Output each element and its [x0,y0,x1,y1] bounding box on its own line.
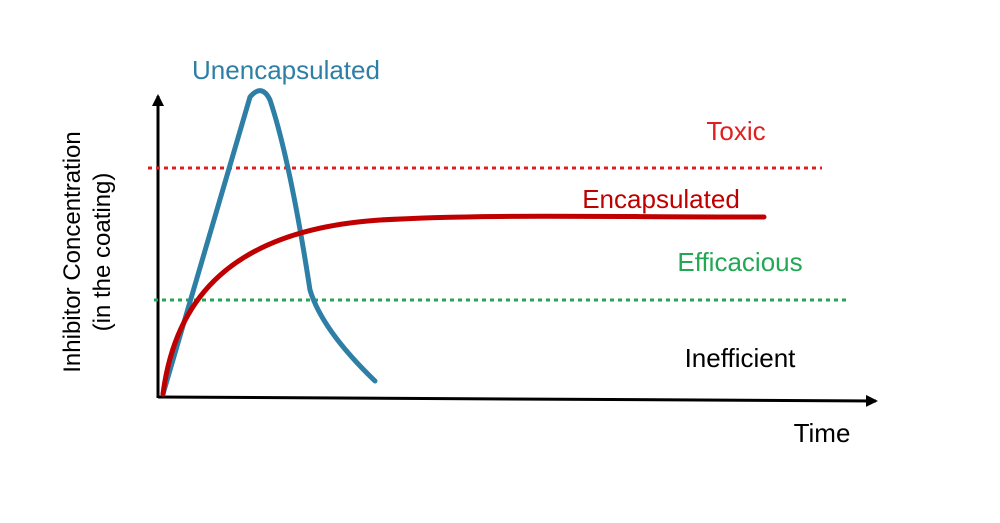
inefficient-label: Inefficient [685,343,797,373]
x-axis [157,394,878,407]
x-axis-label: Time [794,418,851,448]
encapsulated-curve [160,213,767,397]
encapsulated-label: Encapsulated [582,184,740,214]
unencapsulated-curve [160,88,378,397]
unencapsulated-label: Unencapsulated [192,55,380,85]
y-axis-label-line1: Inhibitor Concentration [59,131,86,372]
toxic-label: Toxic [706,116,765,146]
y-axis-label: Inhibitor Concentration (in the coating) [59,131,116,372]
y-axis-label-line2: (in the coating) [89,173,116,332]
efficacious-label: Efficacious [677,247,802,277]
